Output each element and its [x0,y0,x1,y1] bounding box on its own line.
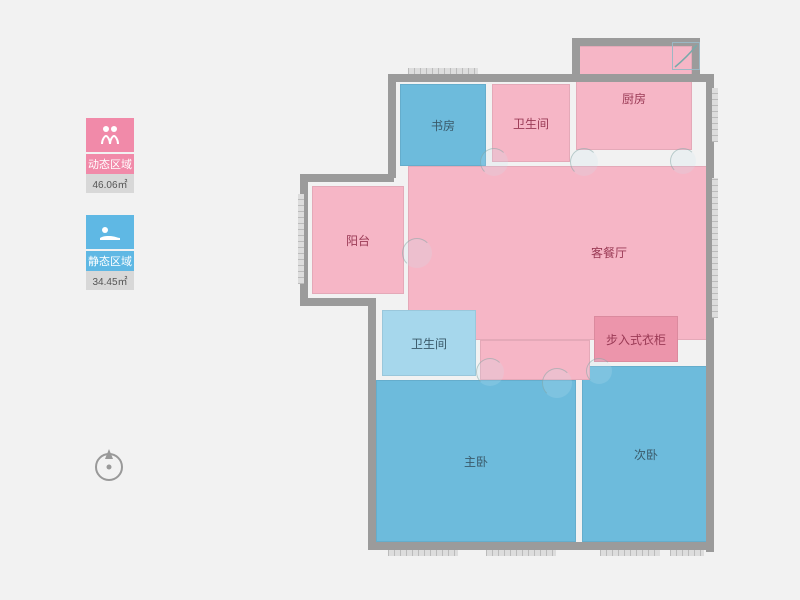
door-5 [586,358,612,384]
window-7 [712,178,718,318]
wall-7 [300,298,376,306]
window-3 [486,550,556,556]
legend-static-value: 34.45㎡ [86,271,134,290]
legend-dynamic-value: 46.06㎡ [86,174,134,193]
wall-5 [368,298,376,550]
door-0 [480,148,508,176]
room-label-bath1: 卫生间 [513,115,549,132]
room-label-study: 书房 [431,117,455,134]
room-label-second: 次卧 [634,446,658,463]
door-3 [476,358,504,386]
window-0 [408,68,478,74]
window-4 [600,550,660,556]
room-study: 书房 [400,84,486,166]
wall-10 [572,38,580,82]
room-label-living: 客餐厅 [591,244,627,261]
door-1 [570,148,598,176]
rest-icon [86,215,134,249]
legend-static-label: 静态区域 [86,251,134,271]
door-6 [670,148,696,174]
room-label-bath2: 卫生间 [411,335,447,352]
room-label-closet: 步入式衣柜 [606,331,666,348]
room-bath1: 卫生间 [492,84,570,162]
legend-dynamic-label: 动态区域 [86,154,134,174]
wall-8 [300,174,394,182]
room-second: 次卧 [582,366,710,542]
floorplan: 厨房卫生间书房阳台客餐厅卫生间步入式衣柜主卧次卧 [280,28,745,573]
compass-icon [88,443,130,485]
curtain-icon [672,42,700,70]
wall-9 [388,74,396,178]
room-closet: 步入式衣柜 [594,316,678,362]
wall-4 [368,542,714,550]
window-5 [670,550,704,556]
room-bath2: 卫生间 [382,310,476,376]
door-2 [402,238,432,268]
people-icon [86,118,134,152]
door-4 [542,368,572,398]
window-1 [298,194,304,284]
room-balcony: 阳台 [312,186,404,294]
room-label-kitchen: 厨房 [622,90,646,107]
room-master: 主卧 [376,380,576,542]
room-label-master: 主卧 [464,453,488,470]
wall-0 [388,74,710,82]
legend-panel: 动态区域 46.06㎡ 静态区域 34.45㎡ [80,118,140,312]
room-label-balcony: 阳台 [346,232,370,249]
legend-static: 静态区域 34.45㎡ [80,215,140,290]
window-2 [388,550,458,556]
window-6 [712,88,718,142]
legend-dynamic: 动态区域 46.06㎡ [80,118,140,193]
